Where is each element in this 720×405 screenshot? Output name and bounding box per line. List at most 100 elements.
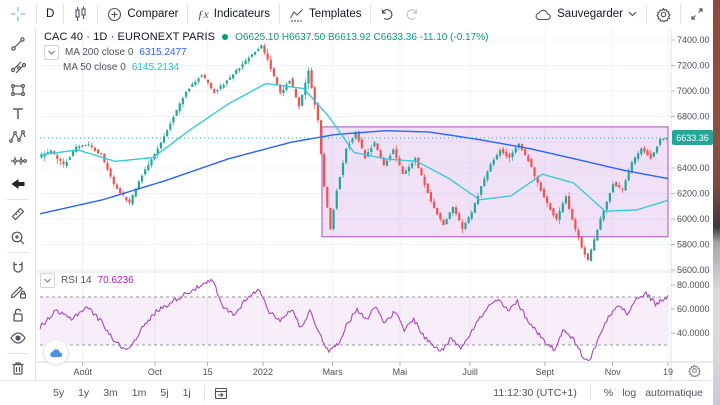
plus-circle-icon [107,7,122,22]
rsi-value: 70.6236 [97,275,134,286]
interval-label: D [46,8,55,20]
ma50-value: 6145.2134 [131,62,180,73]
arrow-marker-tool-active[interactable] [4,172,32,195]
interval-button[interactable]: D [37,0,63,28]
top-toolbar: D Comparer [0,0,713,29]
zoom-in-tool[interactable] [4,226,32,249]
svg-text:5800.00: 5800.00 [677,239,710,249]
save-button[interactable]: Sauvegarder [526,0,646,28]
go-to-date-icon[interactable] [213,386,229,401]
undo-button[interactable] [371,0,403,28]
fx-icon: ƒx [197,6,209,21]
text-tool[interactable] [4,102,32,125]
drawing-mode-lock-tool[interactable] [4,280,32,303]
broker-cloud-logo[interactable] [43,339,69,365]
svg-text:Mars: Mars [323,367,343,377]
cloud-icon [535,8,552,21]
background-window-sliver [713,0,720,405]
clock-time[interactable]: 11:12:30 (UTC+1) [493,387,577,399]
toolbar-separator [36,4,37,24]
market-status-dot [222,34,229,40]
compare-label: Comparer [127,8,179,20]
svg-text:Sept: Sept [536,367,555,377]
bottombar-separator [589,385,591,401]
toolbar-separator [370,4,372,24]
svg-text:Juill: Juill [462,367,478,377]
redo-button[interactable] [403,0,428,28]
chart-style-button[interactable] [64,0,97,28]
fullscreen-icon [690,7,704,21]
trend-line-tool[interactable] [4,32,32,55]
range-button-1j[interactable]: 1j [182,387,191,399]
prediction-tool[interactable] [4,149,32,172]
last-price-tag: 6633.36 [672,130,713,146]
range-button-1y[interactable]: 1y [78,387,90,399]
templates-label: Templates [309,8,362,20]
crosshair-logo-icon[interactable] [0,0,36,28]
shapes-tool[interactable] [4,79,32,102]
chart-legend: CAC 40 · 1D · EURONEXT PARIS O6625.10 H6… [44,31,488,73]
bottombar-separator [203,385,205,401]
ma200-label[interactable]: MA 200 close 0 [65,47,134,58]
sidebar-divider [6,352,29,354]
candlestick-icon [73,6,88,22]
range-button-3m[interactable]: 3m [103,387,118,399]
drawing-toolbar [0,28,36,380]
range-button-5y[interactable]: 5y [53,387,65,399]
svg-text:7200.00: 7200.00 [677,61,710,71]
rsi-pane-header: RSI 14 70.6236 [40,273,134,288]
bottom-toolbar: 5y 1y 3m 1m 5j 1j 11:12:30 (UTC+1) % log… [0,380,713,405]
svg-text:7400.00: 7400.00 [677,35,710,45]
settings-button[interactable] [647,0,680,28]
svg-text:Mai: Mai [393,367,408,377]
fullscreen-button[interactable] [681,0,713,28]
svg-text:Août: Août [73,367,92,377]
indicators-label: Indicateurs [213,8,271,20]
auto-scale-button[interactable]: automatique [645,387,703,399]
svg-text:6200.00: 6200.00 [677,188,710,198]
magnet-mode-tool[interactable] [4,256,32,279]
templates-button[interactable]: Templates [280,0,370,28]
svg-text:6400.00: 6400.00 [677,163,710,173]
redo-icon [405,8,419,20]
templates-chart-icon [289,7,304,22]
timescale-gear-icon[interactable] [688,364,701,380]
symbol-title[interactable]: CAC 40 · 1D · EURONEXT PARIS [44,31,216,43]
svg-text:15: 15 [203,367,213,377]
svg-text:80.0000: 80.0000 [677,280,710,290]
toolbar-separator [646,4,647,24]
chart-canvas[interactable]: 7400.007200.007000.006800.006600.006400.… [36,28,713,380]
toolbar-separator [97,4,99,24]
range-button-1m[interactable]: 1m [131,387,147,399]
fibonacci-tools[interactable] [4,55,32,78]
percent-scale-button[interactable]: % [603,387,614,399]
lock-all-drawings-tool[interactable] [4,303,32,326]
svg-text:6000.00: 6000.00 [677,214,710,224]
hide-all-drawings-tool[interactable] [4,326,32,349]
gear-icon [656,7,671,22]
svg-text:19: 19 [663,367,673,377]
log-scale-button[interactable]: log [622,387,637,399]
ma50-label[interactable]: MA 50 close 0 [63,62,126,73]
remove-drawings-tool[interactable] [4,357,32,380]
ma200-collapse-button[interactable] [44,45,59,60]
ma200-value: 6315.2477 [139,47,187,58]
toolbar-separator [187,4,189,24]
sidebar-divider [6,252,29,254]
chevron-down-icon [628,11,637,17]
indicators-button[interactable]: ƒx Indicateurs [188,0,279,28]
chart-region: 7400.007200.007000.006800.006600.006400.… [36,28,713,380]
rsi-label[interactable]: RSI 14 [61,275,92,286]
toolbar-separator [680,4,681,24]
measure-ruler-tool[interactable] [4,203,32,226]
sidebar-divider [6,198,29,200]
range-button-5j[interactable]: 5j [160,387,169,399]
undo-icon [380,8,394,20]
ohlc-values: O6625.10 H6637.50 B6613.92 C6633.36 -11.… [235,31,489,43]
toolbar-separator [63,4,65,24]
rsi-collapse-button[interactable] [40,273,55,288]
compare-button[interactable]: Comparer [98,0,187,28]
svg-text:40.0000: 40.0000 [677,328,710,338]
xabcd-pattern-tool[interactable] [4,126,32,149]
